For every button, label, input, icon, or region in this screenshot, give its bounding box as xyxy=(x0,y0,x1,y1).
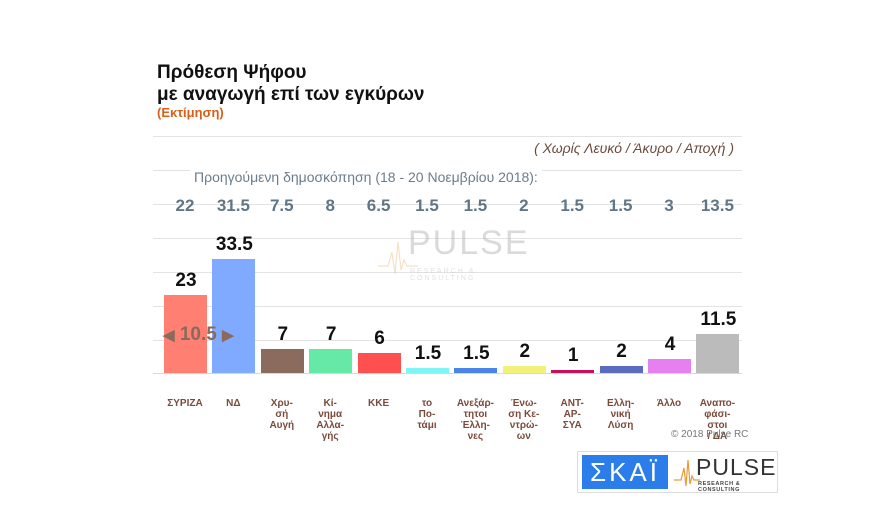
title-line-2: με αναγωγή επί των εγκύρων xyxy=(157,84,425,105)
chart-subtitle: (Εκτίμηση) xyxy=(157,105,224,120)
gridline xyxy=(153,272,742,273)
category-label: Ανεξάρ- τητοι Έλλη- νες xyxy=(456,398,494,442)
chart-title: Πρόθεση Ψήφου με αναγωγή επί των εγκύρων xyxy=(157,62,425,106)
bar xyxy=(309,349,353,373)
category-label: ΝΔ xyxy=(226,398,241,409)
logos-box: ΣΚΑΪ PULSE RESEARCH & CONSULTING xyxy=(577,451,778,493)
category-label: ΚΚΕ xyxy=(368,398,390,409)
previous-value: 31.5 xyxy=(216,196,250,215)
bar xyxy=(164,294,207,373)
difference-value: 10.5 xyxy=(179,324,217,345)
pulse-watermark: PULSE RESEARCH & CONSULTING xyxy=(378,224,530,282)
category-label: ΣΥΡΙΖΑ xyxy=(167,398,203,409)
previous-value: 1.5 xyxy=(560,196,584,215)
bar-value-label: 7 xyxy=(277,324,289,346)
previous-value: 6.5 xyxy=(366,196,391,215)
category-label: Άλλο xyxy=(656,398,682,409)
previous-value: 1.5 xyxy=(608,196,633,215)
skai-logo: ΣΚΑΪ xyxy=(582,455,668,489)
bar xyxy=(551,369,595,373)
category-label: ΑΝΤ- ΑΡ- ΣΥΑ xyxy=(560,398,584,431)
category-label: Ελλη- νική Λύση xyxy=(606,398,635,431)
bar-value-label: 11.5 xyxy=(700,308,737,330)
bar-value-label: 1.5 xyxy=(414,342,442,364)
previous-value: 8 xyxy=(325,196,335,215)
title-line-1: Πρόθεση Ψήφου xyxy=(157,62,307,83)
previous-poll-label: Προηγούμενη δημοσκόπηση (18 - 20 Νοεμβρί… xyxy=(190,169,542,185)
watermark-text: PULSE xyxy=(408,224,530,262)
bar-value-label: 23 xyxy=(175,269,197,291)
previous-value: 7.5 xyxy=(269,196,294,215)
bar xyxy=(357,352,401,373)
bar xyxy=(212,259,256,373)
bar xyxy=(502,366,546,373)
difference-annotation: ◀ 10.5 ▶ xyxy=(163,324,234,346)
bar xyxy=(454,367,498,373)
bar xyxy=(648,359,691,373)
gridline xyxy=(153,238,742,239)
bar-value-label: 6 xyxy=(374,327,385,349)
bar-value-label: 7 xyxy=(325,324,337,346)
right-arrow-icon: ▶ xyxy=(222,327,234,344)
watermark-subtext: RESEARCH & CONSULTING xyxy=(410,268,476,282)
bar-value-label: 2 xyxy=(519,341,531,363)
category-label: Κί- νημα Αλλα- γής xyxy=(316,398,345,442)
category-label: Ένω- ση Κε- ντρώ- ων xyxy=(508,398,540,442)
pulse-logo-subtext: RESEARCH & CONSULTING xyxy=(698,481,741,493)
exclusion-note: ( Χωρίς Λευκό / Άκυρο / Αποχή ) xyxy=(530,140,734,156)
bar-value-label: 4 xyxy=(664,334,676,356)
previous-value: 13.5 xyxy=(700,196,734,215)
gridline xyxy=(153,340,742,341)
previous-value: 1.5 xyxy=(463,196,488,215)
bar xyxy=(696,333,740,373)
previous-value: 1.5 xyxy=(415,196,439,215)
bar-value-label: 33.5 xyxy=(215,234,253,256)
bar-value-label: 2 xyxy=(616,341,627,363)
bar-value-label: 1 xyxy=(567,344,579,366)
pulse-logo-text: PULSE xyxy=(696,454,777,480)
copyright: © 2018 Pulse RC xyxy=(671,429,749,440)
category-label: το Πο- τάμι xyxy=(417,398,437,431)
category-label: Χρυ- σή Αυγή xyxy=(269,398,295,431)
bar-value-label: 1.5 xyxy=(463,342,490,364)
pulse-wave-icon xyxy=(378,241,418,275)
bar xyxy=(406,367,449,373)
previous-value: 2 xyxy=(519,196,529,215)
baseline xyxy=(153,373,742,374)
bar xyxy=(260,349,304,373)
gridline xyxy=(153,136,742,137)
category-label: Αναπο- φάσι- στοι / ΔΑ xyxy=(699,398,736,442)
previous-value: 22 xyxy=(175,196,195,215)
gridline xyxy=(153,306,742,307)
bar xyxy=(599,366,643,373)
left-arrow-icon: ◀ xyxy=(163,327,175,344)
pulse-logo: PULSE RESEARCH & CONSULTING xyxy=(674,454,777,493)
gridline xyxy=(153,204,742,205)
pulse-wave-icon xyxy=(674,459,700,487)
previous-value: 3 xyxy=(664,196,674,215)
